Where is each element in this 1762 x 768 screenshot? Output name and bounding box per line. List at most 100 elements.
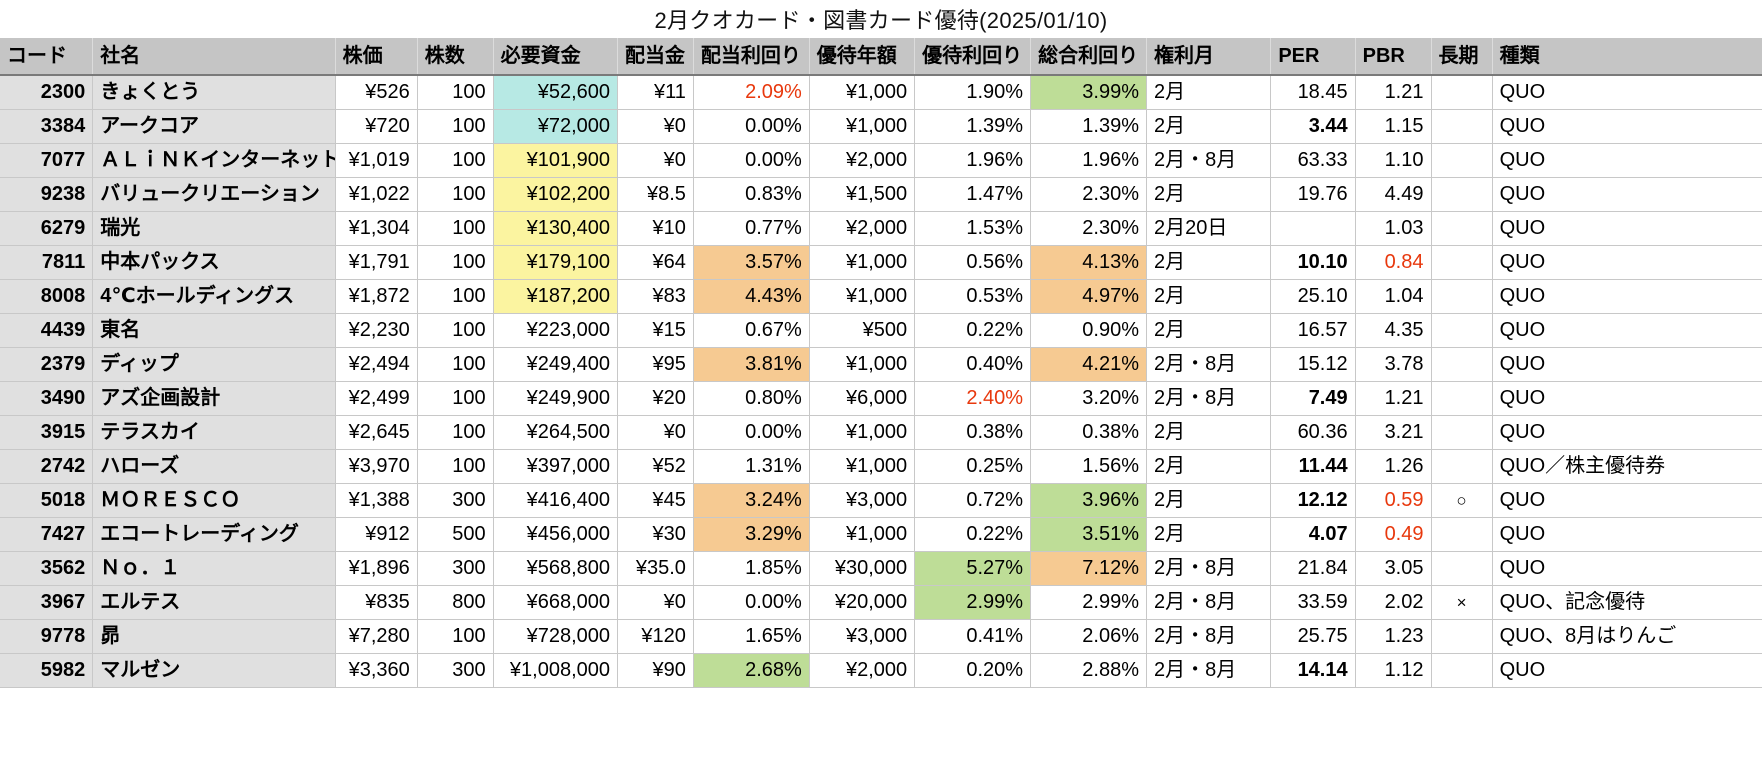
cell-price[interactable]: ¥1,388 [335, 483, 418, 518]
cell-type[interactable]: QUO [1492, 517, 1762, 552]
cell-name[interactable]: バリュークリエーション [92, 177, 336, 212]
cell-pbr[interactable]: 0.49 [1355, 517, 1432, 552]
cell-benefit[interactable]: ¥1,500 [809, 177, 916, 212]
cell-div-yield[interactable]: 0.00% [693, 585, 810, 620]
column-header-benefit-yield[interactable]: 優待利回り [914, 38, 1032, 76]
cell-price[interactable]: ¥1,872 [335, 279, 418, 314]
cell-total-yield[interactable]: 3.99% [1030, 75, 1147, 110]
cell-rights-month[interactable]: 2月 [1146, 483, 1272, 518]
cell-shares[interactable]: 100 [417, 415, 494, 450]
cell-shares[interactable]: 300 [417, 483, 494, 518]
cell-long-term[interactable]: × [1431, 585, 1493, 620]
cell-benefit[interactable]: ¥30,000 [809, 551, 916, 586]
cell-rights-month[interactable]: 2月 [1146, 517, 1272, 552]
cell-benefit[interactable]: ¥20,000 [809, 585, 916, 620]
cell-name[interactable]: ハローズ [92, 449, 336, 484]
table-row[interactable]: 9778 昴 ¥7,280 100 ¥728,000 ¥120 1.65% ¥3,000 0.4… [0, 619, 1762, 654]
table-row[interactable]: 2742 ハローズ ¥3,970 100 ¥397,000 ¥52 1.31% ¥1,000 0… [0, 449, 1762, 484]
cell-per[interactable]: 25.10 [1270, 279, 1356, 314]
cell-per[interactable]: 7.49 [1270, 381, 1356, 416]
cell-capital[interactable]: ¥397,000 [493, 449, 619, 484]
cell-dividend[interactable]: ¥0 [617, 585, 694, 620]
cell-name[interactable]: 瑞光 [92, 211, 336, 246]
table-row[interactable]: 3967 エルテス ¥835 800 ¥668,000 ¥0 0.00% ¥20,000 2.9… [0, 585, 1762, 620]
cell-code[interactable]: 2300 [0, 75, 94, 110]
cell-dividend[interactable]: ¥52 [617, 449, 694, 484]
column-header-shares[interactable]: 株数 [417, 38, 494, 76]
cell-shares[interactable]: 100 [417, 381, 494, 416]
cell-long-term[interactable] [1431, 245, 1493, 280]
cell-code[interactable]: 7811 [0, 245, 94, 280]
cell-name[interactable]: テラスカイ [92, 415, 336, 450]
cell-long-term[interactable] [1431, 313, 1493, 348]
cell-dividend[interactable]: ¥35.0 [617, 551, 694, 586]
cell-type[interactable]: QUO、記念優待 [1492, 585, 1762, 620]
cell-shares[interactable]: 100 [417, 245, 494, 280]
cell-per[interactable]: 10.10 [1270, 245, 1356, 280]
cell-name[interactable]: エルテス [92, 585, 336, 620]
table-row[interactable]: 3384 アークコア ¥720 100 ¥72,000 ¥0 0.00% ¥1,000 1.39… [0, 109, 1762, 144]
cell-benefit-yield[interactable]: 0.20% [914, 653, 1032, 688]
cell-total-yield[interactable]: 1.96% [1030, 143, 1147, 178]
cell-rights-month[interactable]: 2月 [1146, 109, 1272, 144]
cell-price[interactable]: ¥2,494 [335, 347, 418, 382]
cell-total-yield[interactable]: 3.20% [1030, 381, 1147, 416]
cell-benefit[interactable]: ¥1,000 [809, 245, 916, 280]
table-row[interactable]: 7077 ＡＬｉＮＫインターネット ¥1,019 100 ¥101,900 ¥0 0.00%… [0, 143, 1762, 178]
cell-total-yield[interactable]: 3.51% [1030, 517, 1147, 552]
cell-type[interactable]: QUO [1492, 653, 1762, 688]
cell-capital[interactable]: ¥416,400 [493, 483, 619, 518]
table-row[interactable]: 5982 マルゼン ¥3,360 300 ¥1,008,000 ¥90 2.68% ¥2,00… [0, 653, 1762, 688]
cell-total-yield[interactable]: 2.99% [1030, 585, 1147, 620]
column-header-price[interactable]: 株価 [335, 38, 418, 76]
cell-name[interactable]: 昴 [92, 619, 336, 654]
cell-pbr[interactable]: 1.21 [1355, 381, 1432, 416]
cell-dividend[interactable]: ¥30 [617, 517, 694, 552]
column-header-type[interactable]: 種類 [1492, 38, 1762, 76]
cell-price[interactable]: ¥3,360 [335, 653, 418, 688]
cell-pbr[interactable]: 1.23 [1355, 619, 1432, 654]
cell-shares[interactable]: 100 [417, 449, 494, 484]
cell-pbr[interactable]: 1.12 [1355, 653, 1432, 688]
column-header-code[interactable]: コード [0, 38, 94, 76]
cell-pbr[interactable]: 1.10 [1355, 143, 1432, 178]
cell-type[interactable]: QUO [1492, 109, 1762, 144]
cell-pbr[interactable]: 1.26 [1355, 449, 1432, 484]
cell-benefit[interactable]: ¥500 [809, 313, 916, 348]
cell-div-yield[interactable]: 3.29% [693, 517, 810, 552]
column-header-pbr[interactable]: PBR [1355, 38, 1432, 76]
cell-rights-month[interactable]: 2月・8月 [1146, 585, 1272, 620]
cell-shares[interactable]: 100 [417, 177, 494, 212]
cell-pbr[interactable]: 1.04 [1355, 279, 1432, 314]
cell-benefit-yield[interactable]: 0.72% [914, 483, 1032, 518]
cell-capital[interactable]: ¥249,900 [493, 381, 619, 416]
cell-rights-month[interactable]: 2月 [1146, 415, 1272, 450]
cell-benefit[interactable]: ¥1,000 [809, 109, 916, 144]
cell-shares[interactable]: 100 [417, 619, 494, 654]
cell-per[interactable]: 60.36 [1270, 415, 1356, 450]
cell-shares[interactable]: 100 [417, 211, 494, 246]
cell-dividend[interactable]: ¥83 [617, 279, 694, 314]
cell-benefit[interactable]: ¥1,000 [809, 75, 916, 110]
cell-dividend[interactable]: ¥0 [617, 415, 694, 450]
cell-shares[interactable]: 100 [417, 313, 494, 348]
table-row[interactable]: 7427 エコートレーディング ¥912 500 ¥456,000 ¥30 3.29% ¥1,… [0, 517, 1762, 552]
cell-benefit[interactable]: ¥1,000 [809, 279, 916, 314]
table-row[interactable]: 3915 テラスカイ ¥2,645 100 ¥264,500 ¥0 0.00% ¥1,000 0… [0, 415, 1762, 450]
column-header-long-term[interactable]: 長期 [1431, 38, 1493, 76]
cell-capital[interactable]: ¥223,000 [493, 313, 619, 348]
cell-pbr[interactable]: 0.59 [1355, 483, 1432, 518]
cell-per[interactable]: 25.75 [1270, 619, 1356, 654]
cell-per[interactable]: 3.44 [1270, 109, 1356, 144]
cell-shares[interactable]: 100 [417, 75, 494, 110]
cell-dividend[interactable]: ¥0 [617, 143, 694, 178]
cell-capital[interactable]: ¥72,000 [493, 109, 619, 144]
cell-long-term[interactable] [1431, 109, 1493, 144]
cell-name[interactable]: Ｎｏ．１ [92, 551, 336, 586]
cell-rights-month[interactable]: 2月・8月 [1146, 143, 1272, 178]
cell-capital[interactable]: ¥101,900 [493, 143, 619, 178]
cell-pbr[interactable]: 0.84 [1355, 245, 1432, 280]
column-header-capital[interactable]: 必要資金 [493, 38, 619, 76]
table-row[interactable]: 9238 バリュークリエーション ¥1,022 100 ¥102,200 ¥8.5 0.83… [0, 177, 1762, 212]
column-header-benefit[interactable]: 優待年額 [809, 38, 916, 76]
